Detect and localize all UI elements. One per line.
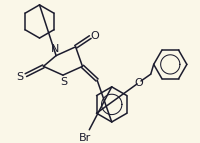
Text: S: S — [60, 77, 67, 87]
Text: S: S — [16, 72, 23, 82]
Text: N: N — [51, 44, 59, 54]
Text: O: O — [90, 31, 99, 41]
Text: O: O — [134, 78, 143, 88]
Text: Br: Br — [79, 133, 91, 143]
